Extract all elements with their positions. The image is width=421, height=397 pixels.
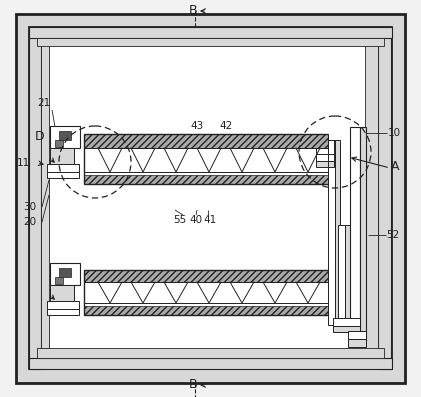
Text: 40: 40 <box>189 215 203 225</box>
Bar <box>29 27 392 38</box>
Text: 11: 11 <box>16 158 29 168</box>
Bar <box>365 35 378 361</box>
Bar <box>84 270 328 282</box>
Bar <box>345 225 350 325</box>
Bar <box>360 127 366 341</box>
Bar <box>55 277 63 284</box>
Bar <box>84 175 328 184</box>
Text: 43: 43 <box>190 121 204 131</box>
Bar <box>350 127 360 341</box>
Bar <box>378 27 391 369</box>
Text: 10: 10 <box>387 128 400 138</box>
Bar <box>333 326 360 332</box>
Text: 41: 41 <box>203 215 217 225</box>
Bar <box>47 301 79 309</box>
Bar <box>37 38 384 46</box>
Bar <box>316 140 334 154</box>
Bar <box>50 285 74 301</box>
Bar <box>50 148 74 164</box>
Bar <box>29 27 41 369</box>
Bar <box>335 140 340 325</box>
Text: B: B <box>189 4 197 17</box>
Text: 20: 20 <box>24 217 37 227</box>
Bar <box>316 153 334 161</box>
Text: 42: 42 <box>219 121 233 131</box>
Bar <box>84 306 328 315</box>
Bar <box>47 164 79 172</box>
Bar <box>47 172 79 178</box>
Bar <box>333 318 360 326</box>
Bar <box>338 225 345 325</box>
Text: A: A <box>391 160 399 173</box>
Bar <box>348 331 366 339</box>
Bar <box>41 35 49 361</box>
Text: 30: 30 <box>24 202 37 212</box>
Bar <box>59 131 71 140</box>
Bar <box>29 27 392 369</box>
Bar <box>328 140 335 325</box>
Bar <box>47 309 79 315</box>
Text: 55: 55 <box>173 215 187 225</box>
Bar <box>29 358 392 369</box>
Text: D: D <box>35 131 45 143</box>
Bar <box>37 348 384 358</box>
Bar <box>84 134 328 148</box>
Bar <box>55 140 63 147</box>
Bar <box>59 268 71 277</box>
Bar <box>37 35 384 361</box>
Bar <box>50 263 80 285</box>
Bar <box>348 339 366 347</box>
Bar <box>50 126 80 148</box>
Bar <box>316 161 334 167</box>
Text: B: B <box>189 378 197 391</box>
Text: 52: 52 <box>386 230 400 240</box>
Text: 21: 21 <box>37 98 51 108</box>
